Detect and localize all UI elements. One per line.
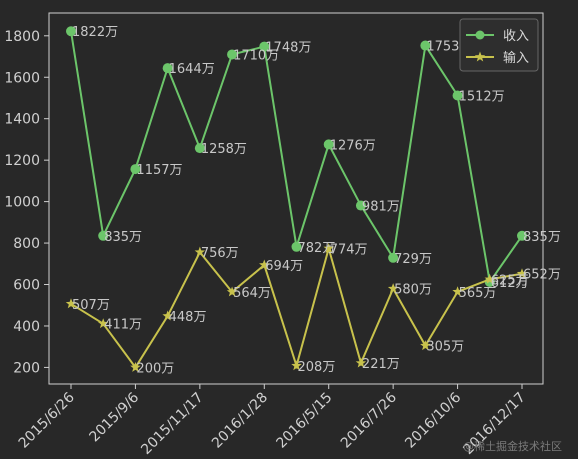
data-point-0-12	[452, 90, 463, 101]
data-label-1-4: 756万	[201, 246, 239, 261]
data-point-1-4	[194, 246, 206, 257]
x-tick-label: 2016/7/26	[338, 389, 400, 451]
data-label-0-14: 835万	[523, 230, 561, 245]
data-label-1-6: 694万	[265, 259, 303, 274]
data-point-0-6	[259, 41, 270, 52]
data-label-1-0: 507万	[72, 298, 110, 313]
y-axis: 200 400 600 800 1000 1200 1400 1600 1800	[4, 29, 49, 376]
y-tick-label: 600	[13, 278, 40, 294]
data-label-1-12: 565万	[459, 286, 497, 301]
watermark: @稀土掘金技术社区	[463, 439, 562, 453]
data-point-0-8	[323, 139, 334, 150]
data-label-0-5: 1710万	[233, 48, 279, 63]
data-point-1-3	[162, 310, 173, 321]
data-point-0-5	[227, 49, 238, 60]
data-point-1-13	[484, 273, 496, 284]
data-label-1-2: 200万	[136, 361, 174, 376]
x-tick-label: 2015/11/17	[138, 390, 206, 458]
data-point-0-10	[388, 252, 399, 263]
data-label-0-1: 835万	[104, 230, 142, 245]
data-label-0-13: 612万	[491, 276, 529, 291]
data-label-0-7: 782万	[298, 241, 336, 256]
data-point-0-14	[517, 230, 527, 241]
data-point-1-5	[226, 286, 238, 297]
data-label-0-10: 729万	[394, 252, 432, 267]
data-point-0-7	[291, 241, 302, 252]
data-point-0-4	[194, 143, 205, 154]
data-point-1-2	[130, 361, 141, 372]
x-tick-label: 2015/9/6	[86, 389, 142, 445]
data-label-1-9: 221万	[362, 357, 400, 372]
series-layer	[65, 26, 528, 372]
y-tick-label: 1400	[4, 112, 40, 128]
x-tick-label: 2016/5/15	[273, 390, 335, 452]
data-point-1-10	[387, 283, 399, 294]
data-point-0-3	[162, 63, 173, 74]
data-label-0-0: 1822万	[72, 25, 118, 40]
data-label-0-12: 1512万	[459, 89, 505, 104]
y-tick-label: 1800	[4, 29, 40, 45]
data-label-1-1: 411万	[104, 318, 142, 333]
data-label-1-10: 580万	[394, 283, 432, 298]
data-point-0-2	[130, 164, 141, 175]
legend-marker-input	[474, 51, 486, 62]
data-point-1-8	[323, 242, 334, 253]
data-label-0-4: 1258万	[201, 142, 247, 157]
data-label-0-2: 1157万	[136, 163, 182, 178]
legend-label-income: 收入	[503, 29, 529, 44]
data-label-1-8: 774万	[330, 242, 368, 257]
data-point-0-11	[420, 40, 431, 51]
data-point-1-11	[420, 340, 431, 351]
y-tick-label: 400	[13, 319, 40, 335]
data-label-1-13: 625万	[491, 273, 529, 288]
legend: 收入 输入	[459, 18, 539, 72]
data-point-1-7	[291, 360, 302, 371]
data-point-1-9	[355, 357, 367, 368]
y-tick-label: 200	[13, 360, 40, 376]
y-tick-label: 800	[13, 236, 40, 252]
data-point-0-1	[98, 230, 109, 241]
data-point-0-9	[355, 200, 366, 211]
data-label-1-11: 305万	[426, 340, 464, 355]
data-label-1-3: 448万	[169, 310, 207, 325]
x-tick-label: 2015/6/26	[16, 389, 78, 451]
legend-label-input: 输入	[503, 50, 529, 66]
data-label-1-7: 208万	[298, 360, 336, 375]
data-label-0-6: 1748万	[265, 41, 311, 56]
data-point-1-1	[97, 318, 109, 329]
x-tick-label: 2016/10/6	[402, 389, 464, 451]
data-point-1-14	[516, 268, 528, 279]
y-tick-label: 1600	[4, 70, 40, 86]
data-point-1-12	[452, 286, 463, 297]
data-label-0-8: 1276万	[330, 138, 376, 153]
data-label-0-9: 981万	[362, 200, 400, 215]
data-point-1-0	[65, 298, 77, 309]
y-tick-label: 1200	[4, 153, 40, 169]
data-point-1-6	[259, 259, 270, 270]
y-tick-label: 1000	[4, 195, 40, 211]
data-label-1-14: 652万	[523, 268, 561, 283]
x-tick-label: 2016/1/28	[209, 390, 271, 452]
data-label-0-3: 1644万	[169, 62, 215, 77]
data-point-0-0	[66, 26, 76, 37]
data-label-1-5: 564万	[233, 286, 271, 301]
plot-frame	[48, 12, 544, 385]
legend-marker-income	[475, 30, 485, 40]
